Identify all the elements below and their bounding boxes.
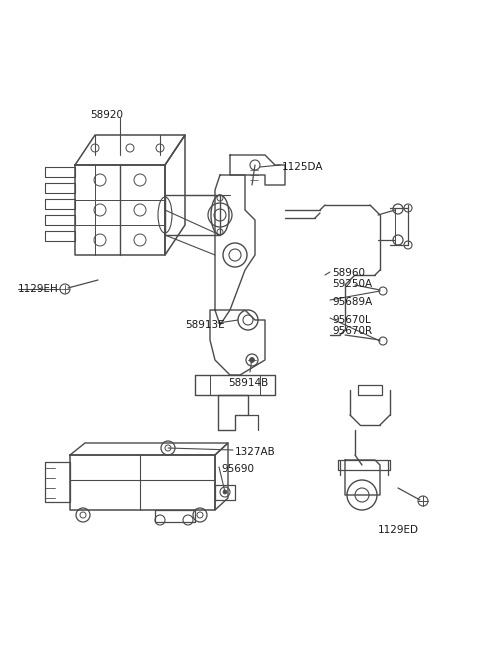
Text: 1129EH: 1129EH (18, 284, 59, 294)
Text: 95690: 95690 (221, 464, 254, 474)
Text: 58913E: 58913E (185, 320, 225, 330)
Text: 58920: 58920 (90, 110, 123, 120)
Text: 58914B: 58914B (228, 378, 268, 388)
Text: 1327AB: 1327AB (235, 447, 276, 457)
Text: 95670L: 95670L (332, 315, 371, 325)
Text: 95689A: 95689A (332, 297, 372, 307)
Text: 1129ED: 1129ED (378, 525, 419, 535)
Text: 59250A: 59250A (332, 279, 372, 289)
Text: 95670R: 95670R (332, 326, 372, 336)
Circle shape (223, 490, 227, 494)
Text: 58960: 58960 (332, 268, 365, 278)
Text: 1125DA: 1125DA (282, 162, 324, 172)
Circle shape (250, 358, 254, 362)
